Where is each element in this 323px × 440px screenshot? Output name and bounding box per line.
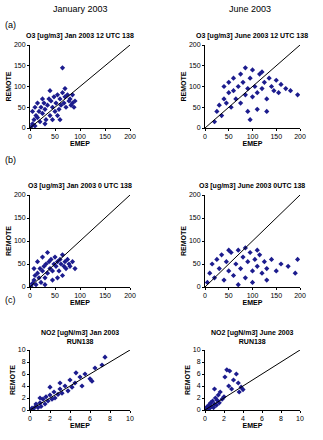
svg-text:O3 [ug/m3] Jan 2003 12 UTC 138: O3 [ug/m3] Jan 2003 12 UTC 138 <box>26 32 134 40</box>
svg-text:O3 [ug/m3] June 2003 12 UTC 13: O3 [ug/m3] June 2003 12 UTC 138 <box>196 32 308 40</box>
svg-text:150: 150 <box>14 214 26 221</box>
svg-text:REMOTE: REMOTE <box>5 226 12 256</box>
svg-text:50: 50 <box>193 104 201 111</box>
svg-text:2: 2 <box>197 394 201 401</box>
svg-text:100: 100 <box>189 237 201 244</box>
svg-text:200: 200 <box>14 41 26 48</box>
svg-text:100: 100 <box>74 292 86 299</box>
svg-text:50: 50 <box>193 260 201 267</box>
svg-text:4: 4 <box>197 382 201 389</box>
svg-text:200: 200 <box>124 292 136 299</box>
svg-text:4: 4 <box>22 382 26 389</box>
svg-text:(c): (c) <box>5 295 16 305</box>
svg-text:EMEP: EMEP <box>243 140 263 147</box>
svg-text:8: 8 <box>22 358 26 365</box>
svg-text:150: 150 <box>189 214 201 221</box>
svg-text:150: 150 <box>99 133 111 140</box>
svg-text:8: 8 <box>197 358 201 365</box>
svg-text:January 2003: January 2003 <box>53 4 108 14</box>
svg-text:50: 50 <box>18 104 26 111</box>
svg-text:0: 0 <box>22 406 26 413</box>
svg-text:6: 6 <box>260 415 264 422</box>
svg-text:0: 0 <box>28 292 32 299</box>
svg-text:REMOTE: REMOTE <box>9 365 16 395</box>
svg-text:June 2003: June 2003 <box>229 4 271 14</box>
svg-text:0: 0 <box>22 283 26 290</box>
svg-text:REMOTE: REMOTE <box>180 226 187 256</box>
svg-text:50: 50 <box>51 133 59 140</box>
svg-text:200: 200 <box>189 191 201 198</box>
svg-text:200: 200 <box>189 41 201 48</box>
svg-text:8: 8 <box>108 415 112 422</box>
svg-text:NO2 [ugN/m3] June 2003RUN138: NO2 [ugN/m3] June 2003RUN138 <box>211 329 294 345</box>
svg-text:6: 6 <box>22 370 26 377</box>
svg-text:200: 200 <box>294 292 306 299</box>
svg-text:100: 100 <box>189 83 201 90</box>
svg-text:0: 0 <box>22 124 26 131</box>
svg-text:0: 0 <box>203 415 207 422</box>
svg-text:50: 50 <box>225 133 233 140</box>
svg-text:6: 6 <box>88 415 92 422</box>
svg-text:EMEP: EMEP <box>70 299 90 306</box>
svg-text:150: 150 <box>14 62 26 69</box>
svg-text:150: 150 <box>189 62 201 69</box>
svg-text:0: 0 <box>203 292 207 299</box>
svg-text:100: 100 <box>14 83 26 90</box>
svg-text:REMOTE: REMOTE <box>5 71 12 101</box>
svg-text:50: 50 <box>225 292 233 299</box>
svg-text:O3 [ug/m3] June 2003 0UTC 138: O3 [ug/m3] June 2003 0UTC 138 <box>199 182 305 190</box>
svg-text:100: 100 <box>247 292 259 299</box>
svg-text:100: 100 <box>74 133 86 140</box>
svg-text:150: 150 <box>270 133 282 140</box>
svg-text:50: 50 <box>18 260 26 267</box>
svg-text:200: 200 <box>124 133 136 140</box>
svg-text:REMOTE: REMOTE <box>184 365 191 395</box>
svg-text:200: 200 <box>294 133 306 140</box>
svg-text:6: 6 <box>197 370 201 377</box>
svg-text:(b): (b) <box>5 155 16 165</box>
svg-text:REMOTE: REMOTE <box>180 71 187 101</box>
svg-text:(a): (a) <box>5 20 16 30</box>
svg-text:EMEP: EMEP <box>243 299 263 306</box>
svg-text:10: 10 <box>18 346 26 353</box>
svg-text:O3 [ug/m3] Jan 2003 0 UTC 138: O3 [ug/m3] Jan 2003 0 UTC 138 <box>28 182 132 190</box>
svg-text:2: 2 <box>22 394 26 401</box>
svg-text:0: 0 <box>197 406 201 413</box>
svg-text:150: 150 <box>270 292 282 299</box>
svg-text:8: 8 <box>279 415 283 422</box>
svg-text:2: 2 <box>48 415 52 422</box>
svg-text:4: 4 <box>68 415 72 422</box>
svg-text:100: 100 <box>14 237 26 244</box>
svg-text:0: 0 <box>197 283 201 290</box>
svg-text:EMEP: EMEP <box>70 422 90 429</box>
svg-text:10: 10 <box>193 346 201 353</box>
svg-text:10: 10 <box>296 415 304 422</box>
svg-text:0: 0 <box>203 133 207 140</box>
svg-text:0: 0 <box>28 415 32 422</box>
svg-text:NO2 [ugN/m3] Jan 2003RUN138: NO2 [ugN/m3] Jan 2003RUN138 <box>41 329 119 345</box>
svg-text:50: 50 <box>51 292 59 299</box>
svg-text:EMEP: EMEP <box>70 140 90 147</box>
svg-text:EMEP: EMEP <box>243 422 263 429</box>
svg-text:100: 100 <box>247 133 259 140</box>
svg-text:200: 200 <box>14 191 26 198</box>
svg-text:150: 150 <box>99 292 111 299</box>
svg-text:0: 0 <box>28 133 32 140</box>
svg-text:10: 10 <box>126 415 134 422</box>
svg-text:0: 0 <box>197 124 201 131</box>
svg-text:4: 4 <box>241 415 245 422</box>
svg-text:2: 2 <box>222 415 226 422</box>
